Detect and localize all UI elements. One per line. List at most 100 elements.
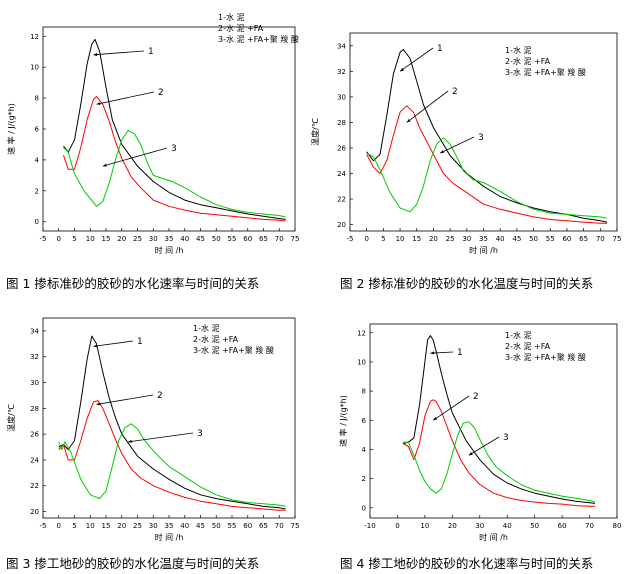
x-tick-label: 75 — [291, 235, 300, 243]
x-tick-label: 0 — [57, 235, 61, 243]
annotation-arrowhead — [96, 101, 101, 106]
x-tick-label: 20 — [429, 235, 438, 243]
annotation-label-3: 3 — [197, 429, 203, 439]
series-line-3 — [58, 423, 286, 507]
x-tick-label: 55 — [546, 235, 555, 243]
annotation-arrow-line — [102, 147, 168, 167]
x-tick-label: 50 — [529, 235, 538, 243]
y-tick-label: 22 — [30, 482, 39, 490]
y-tick-label: 8 — [362, 388, 366, 396]
x-axis-label: 时 间 /h — [479, 532, 508, 542]
x-tick-label: 55 — [228, 522, 237, 530]
series-line-2 — [402, 399, 595, 507]
legend-entry: 3-水 泥 +FA+聚 羧 酸 — [505, 67, 586, 77]
legend-entry: 2-水 泥 +FA — [505, 341, 551, 351]
x-tick-label: 75 — [613, 235, 622, 243]
x-tick-label: 60 — [243, 522, 252, 530]
chart-3: -5 0 5 10 15 20 25 30 35 40 45 50 55 60 65 70 75 20 22 24 26… — [6, 317, 299, 542]
y-tick-label: 24 — [337, 170, 346, 178]
x-axis-label: 时 间 /h — [155, 532, 184, 542]
x-tick-label: 25 — [133, 235, 142, 243]
annotation-arrow-line — [430, 351, 454, 354]
series-line-3 — [366, 137, 608, 219]
annotation-arrowhead — [102, 163, 107, 167]
annotation-arrow-line — [93, 50, 145, 56]
x-tick-label: 30 — [462, 235, 471, 243]
y-tick-label: 4 — [362, 446, 367, 454]
x-tick-label: 60 — [558, 522, 567, 530]
x-tick-label: 5 — [72, 522, 76, 530]
x-tick-label: 45 — [512, 235, 521, 243]
x-tick-label: 20 — [117, 522, 126, 530]
x-tick-label: 10 — [420, 522, 429, 530]
x-tick-label: 40 — [503, 522, 512, 530]
legend-entry: 3-水 泥 +FA+聚 羧 酸 — [218, 34, 299, 44]
x-tick-label: 10 — [396, 235, 405, 243]
annotation-arrow-line — [439, 136, 475, 154]
legend-entry: 3-水 泥 +FA+聚 羧 酸 — [505, 352, 586, 362]
y-tick-label: 0 — [362, 504, 366, 512]
x-tick-label: 15 — [102, 235, 111, 243]
plot-frame — [349, 32, 618, 232]
x-tick-label: 65 — [259, 235, 268, 243]
x-tick-label: 30 — [149, 522, 158, 530]
y-tick-label: 22 — [337, 196, 346, 204]
y-tick-label: 12 — [357, 329, 366, 337]
x-tick-label: 60 — [243, 235, 252, 243]
x-tick-label: 35 — [165, 235, 174, 243]
annotation-label-1: 1 — [457, 348, 463, 358]
annotation-arrowhead — [96, 402, 101, 406]
annotation-arrow-line — [432, 395, 470, 421]
annotation-label-2: 2 — [158, 88, 164, 98]
y-tick-label: 20 — [337, 221, 346, 229]
annotation-label-3: 3 — [503, 433, 509, 443]
caption-fig4: 图 4 掺工地砂的胶砂的水化速率与时间的关系 — [340, 556, 594, 571]
series-line-1 — [402, 335, 596, 504]
caption-fig1: 图 1 掺标准砂的胶砂的水化速率与时间的关系 — [6, 276, 260, 291]
annotation-label-1: 1 — [437, 44, 443, 54]
x-tick-label: 70 — [585, 522, 594, 530]
x-axis-label: 时 间 /h — [469, 245, 498, 255]
annotation-arrowhead — [128, 439, 132, 443]
series-line-3 — [402, 421, 596, 503]
x-tick-label: 65 — [259, 522, 268, 530]
legend-entry: 2-水 泥 +FA — [193, 334, 239, 344]
x-tick-label: 15 — [412, 235, 421, 243]
x-tick-label: 50 — [212, 522, 221, 530]
y-tick-label: 30 — [30, 379, 39, 387]
y-axis-label: 温度/℃ — [6, 404, 16, 432]
annotation-arrow-line — [96, 91, 155, 105]
annotation-label-2: 2 — [473, 392, 479, 402]
annotation-arrow-line — [96, 394, 154, 405]
y-tick-label: 2 — [35, 187, 39, 195]
legend-entry: 3-水 泥 +FA+聚 羧 酸 — [193, 345, 274, 355]
series-line-3 — [63, 130, 286, 218]
y-tick-label: 34 — [337, 42, 346, 50]
x-tick-label: 40 — [180, 235, 189, 243]
annotation-arrow-line — [93, 340, 134, 347]
y-tick-label: 4 — [35, 156, 40, 164]
x-tick-label: 35 — [165, 522, 174, 530]
y-tick-label: 6 — [362, 417, 367, 425]
plot-frame — [369, 323, 618, 519]
annotation-arrowhead — [468, 452, 473, 456]
series-line-1 — [366, 49, 608, 223]
series-line-2 — [366, 105, 607, 224]
caption-fig3: 图 3 掺工地砂的胶砂的水化温度与时间的关系 — [6, 556, 260, 571]
x-tick-label: 70 — [275, 522, 284, 530]
legend-entry: 1-水 泥 — [193, 323, 220, 333]
y-axis-label: 温度/℃ — [310, 118, 320, 146]
y-tick-label: 24 — [30, 456, 39, 464]
series-line-1 — [58, 335, 286, 510]
legend-entry: 2-水 泥 +FA — [218, 23, 264, 33]
x-tick-label: 40 — [496, 235, 505, 243]
x-tick-label: 15 — [102, 522, 111, 530]
annotation-arrow-line — [127, 432, 194, 443]
y-tick-label: 26 — [337, 144, 346, 152]
annotation-arrow-line — [399, 47, 434, 72]
annotation-arrowhead — [433, 416, 438, 421]
x-tick-label: 5 — [381, 235, 385, 243]
x-tick-label: 50 — [530, 522, 539, 530]
x-tick-label: 10 — [86, 235, 95, 243]
annotation-arrowhead — [406, 118, 411, 123]
